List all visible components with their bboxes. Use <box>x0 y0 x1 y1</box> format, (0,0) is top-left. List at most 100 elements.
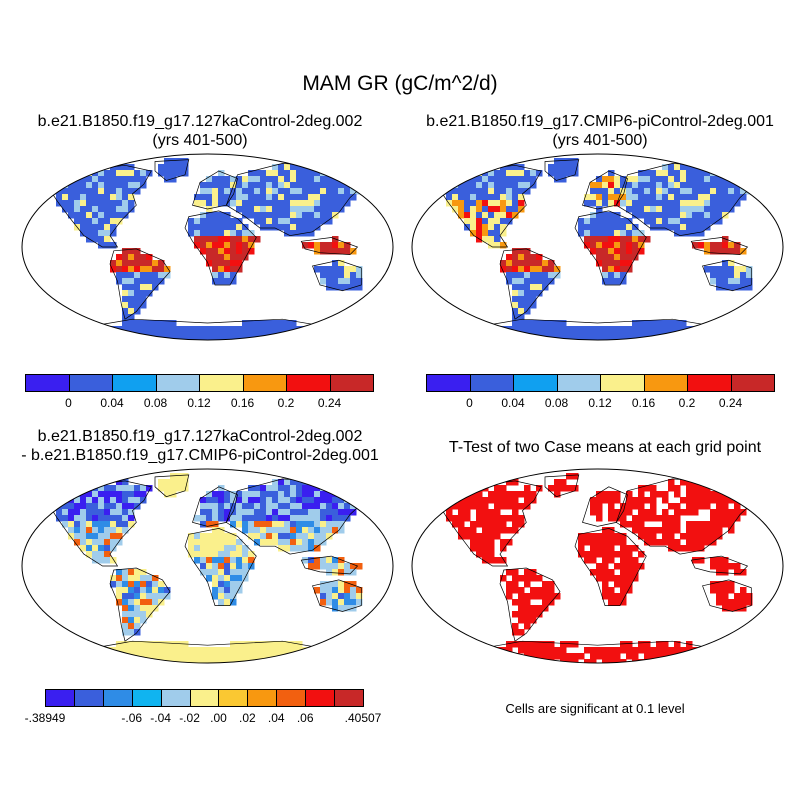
colorbar-difference-swatch <box>102 689 133 707</box>
coastline-australia <box>702 579 752 612</box>
coastline-south-america <box>109 248 171 320</box>
colorbar-panel-2-swatch <box>600 374 645 392</box>
colorbar-panel-1: 0 0.04 0.08 0.12 0.16 0.2 0.24 <box>25 374 374 414</box>
colorbar-panel-2-swatch <box>643 374 688 392</box>
coastline-maritime <box>300 237 359 255</box>
panel-3-title: b.e21.B1850.f19_g17.127kaControl-2deg.00… <box>0 427 400 465</box>
coastline-asia <box>615 478 760 555</box>
colorbar-difference-label: .02 <box>239 711 256 725</box>
colorbar-difference-label: -.02 <box>179 711 200 725</box>
coastline-south-america <box>499 567 561 642</box>
colorbar-difference: -.38949 -.06 -.04 -.02 .00 .02 .04 .06 .40507 <box>25 689 381 729</box>
colorbar-panel-2-swatch <box>469 374 514 392</box>
colorbar-difference-label: -.38949 <box>24 711 66 725</box>
colorbar-panel-1-swatch <box>286 374 331 392</box>
coastline-greenland <box>154 159 190 181</box>
coastline-north-america <box>439 480 542 567</box>
colorbar-panel-2-label: 0.24 <box>718 396 743 410</box>
colorbar-difference-swatch <box>131 689 162 707</box>
map-panel-piControl <box>411 153 784 341</box>
coastline-north-america <box>49 164 152 248</box>
colorbar-panel-1-swatch <box>199 374 244 392</box>
panel-3-title-line1: b.e21.B1850.f19_g17.127kaControl-2deg.00… <box>37 428 363 445</box>
colorbar-panel-1-label: 0.24 <box>317 396 342 410</box>
coastline-asia <box>225 163 370 236</box>
figure-title: MAM GR (gC/m^2/d) <box>302 72 498 95</box>
colorbar-panel-2-swatch <box>730 374 775 392</box>
coastline-maritime <box>690 237 749 255</box>
coastline-africa <box>184 210 257 286</box>
colorbar-panel-2-swatch <box>687 374 732 392</box>
coastline-australia <box>312 259 362 292</box>
map-panel-difference <box>21 468 394 664</box>
colorbar-difference-swatch <box>305 689 336 707</box>
colorbar-panel-2-label: 0.16 <box>631 396 656 410</box>
coastline-asia <box>225 478 370 555</box>
coastline-north-america <box>439 164 542 248</box>
colorbar-panel-2-label: 0.08 <box>544 396 569 410</box>
colorbar-difference-label: .04 <box>267 711 285 725</box>
colorbar-difference-swatch <box>218 689 249 707</box>
coastline-europe <box>582 486 628 527</box>
colorbar-panel-2-label: 0.2 <box>678 396 696 410</box>
colorbar-panel-1-swatch <box>242 374 287 392</box>
panel-2-title-line1: b.e21.B1850.f19_g17.CMIP6-piControl-2deg… <box>426 113 774 130</box>
panel-1-title-line2: (yrs 401-500) <box>152 132 248 149</box>
colorbar-panel-2: 0 0.04 0.08 0.12 0.16 0.2 0.24 <box>426 374 775 414</box>
colorbar-panel-2-label: 0.12 <box>588 396 612 410</box>
colorbar-panel-1-label: 0.2 <box>277 396 295 410</box>
coastline-greenland <box>544 474 580 498</box>
colorbar-difference-label: .00 <box>210 711 227 725</box>
colorbar-panel-1-label: 0.04 <box>100 396 124 410</box>
colorbar-difference-swatch <box>334 689 364 707</box>
panel-3-title-line2: - b.e21.B1850.f19_g17.CMIP6-piControl-2d… <box>21 447 379 464</box>
coastline-africa <box>574 210 647 286</box>
colorbar-difference-swatch <box>45 689 75 707</box>
panel-1-title-line1: b.e21.B1850.f19_g17.127kaControl-2deg.00… <box>37 113 363 130</box>
panel-2-title: b.e21.B1850.f19_g17.CMIP6-piControl-2deg… <box>405 112 795 150</box>
colorbar-difference-swatch <box>73 689 104 707</box>
coastline-asia <box>615 163 760 236</box>
map-panel-ttest <box>411 468 784 664</box>
coastline-greenland <box>154 474 190 498</box>
map-panel-127ka <box>21 153 394 341</box>
colorbar-difference-label: .06 <box>296 711 314 725</box>
coastline-australia <box>312 579 362 612</box>
colorbar-panel-1-label: 0.16 <box>230 396 255 410</box>
colorbar-panel-1-label: 0 <box>65 396 72 410</box>
coastline-europe <box>582 170 628 210</box>
coastline-south-america <box>109 567 171 642</box>
colorbar-panel-2-label: 0 <box>466 396 473 410</box>
colorbar-panel-2-swatch <box>556 374 601 392</box>
coastline-australia <box>702 259 752 292</box>
colorbar-difference-label: .40507 <box>344 711 382 725</box>
colorbar-panel-2-label: 0.04 <box>501 396 525 410</box>
colorbar-panel-1-swatch <box>155 374 200 392</box>
panel-4-title-line1: T-Test of two Case means at each grid po… <box>448 439 762 456</box>
colorbar-panel-1-swatch <box>25 374 70 392</box>
panel-1-title: b.e21.B1850.f19_g17.127kaControl-2deg.00… <box>10 112 390 150</box>
colorbar-panel-1-label: 0.08 <box>143 396 168 410</box>
colorbar-difference-label: -.06 <box>121 711 143 725</box>
map-land-cells <box>50 473 369 663</box>
colorbar-panel-2-swatch <box>513 374 558 392</box>
colorbar-difference-label: -.04 <box>150 711 171 725</box>
colorbar-difference-swatch <box>189 689 220 707</box>
coastline-europe <box>192 486 238 527</box>
colorbar-panel-1-swatch <box>112 374 157 392</box>
coastline-south-america <box>499 248 561 320</box>
coastline-europe <box>192 170 238 210</box>
panel-4-title: T-Test of two Case means at each grid po… <box>410 438 800 457</box>
coastline-greenland <box>544 159 580 181</box>
colorbar-panel-2-swatch <box>426 374 471 392</box>
colorbar-panel-1-label: 0.12 <box>187 396 211 410</box>
panel-2-title-line2: (yrs 401-500) <box>552 132 648 149</box>
colorbar-difference-swatch <box>247 689 278 707</box>
coastline-africa <box>184 528 257 606</box>
significance-note: Cells are significant at 0.1 level <box>505 701 685 716</box>
coastline-north-america <box>49 480 152 567</box>
colorbar-panel-1-swatch <box>329 374 374 392</box>
colorbar-panel-1-swatch <box>68 374 113 392</box>
coastline-africa <box>574 528 647 606</box>
colorbar-difference-swatch <box>160 689 191 707</box>
